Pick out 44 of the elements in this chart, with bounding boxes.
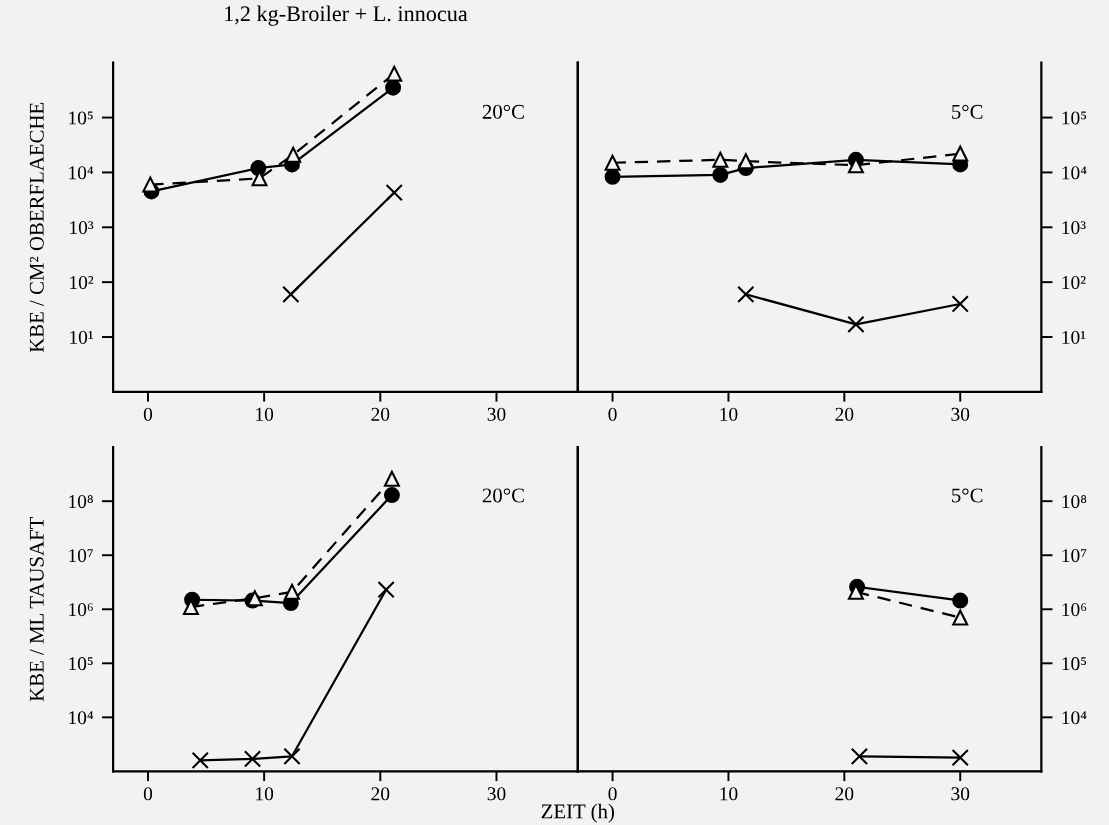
annotation: 20°C — [482, 104, 524, 119]
x-tick-label: 10 — [256, 787, 274, 801]
x-tick-label: 10 — [256, 407, 274, 421]
annotation: 5°C — [952, 104, 983, 119]
y2-tick-label: 10² — [1062, 275, 1086, 290]
y-tick-label: 10⁵ — [69, 657, 93, 671]
x-tick-label: 10 — [720, 407, 738, 421]
y-axis-title: KBE / ML TAUSAFT — [29, 516, 44, 702]
y-tick-label: 10⁷ — [69, 549, 93, 563]
y2-tick-label: 10³ — [1062, 221, 1086, 235]
y-axis-title: KBE / CM² OBERFLAECHE — [29, 102, 44, 353]
x-tick-label: 30 — [951, 407, 970, 421]
y-tick-label: 10⁴ — [69, 166, 94, 180]
y2-tick-label: 10⁷ — [1062, 549, 1087, 563]
y-tick-label: 10¹ — [70, 330, 93, 344]
y2-tick-label: 10⁶ — [1062, 603, 1087, 617]
y-tick-label: 10⁸ — [69, 495, 93, 509]
y2-tick-label: 10⁵ — [1062, 111, 1087, 125]
y2-tick-label: 10⁸ — [1062, 495, 1087, 509]
x-tick-label: 20 — [371, 787, 390, 801]
x-tick-label: 0 — [608, 407, 617, 421]
y-tick-label: 10⁶ — [69, 603, 93, 617]
x-tick-label: 0 — [608, 787, 617, 801]
x-tick-label: 20 — [371, 407, 390, 421]
annotation: 20°C — [482, 488, 524, 503]
y-tick-label: 10² — [70, 275, 94, 290]
x-tick-label: 0 — [143, 787, 153, 801]
x-tick-label: 30 — [951, 787, 970, 801]
y-tick-label: 10³ — [70, 221, 94, 235]
x-tick-label: 30 — [487, 787, 506, 801]
x-tick-label: 30 — [487, 407, 506, 421]
x-tick-label: 0 — [143, 407, 153, 421]
y2-tick-label: 10⁴ — [1062, 166, 1087, 180]
x-axis-title: ZEIT (h) — [541, 803, 614, 823]
y2-tick-label: 10⁵ — [1062, 657, 1087, 671]
x-tick-label: 20 — [835, 787, 854, 801]
y2-tick-label: 10¹ — [1062, 330, 1086, 344]
x-tick-label: 10 — [720, 787, 738, 801]
annotation: 5°C — [952, 488, 983, 503]
y2-tick-label: 10⁴ — [1062, 711, 1087, 725]
y-tick-label: 10⁵ — [69, 111, 93, 125]
chart-title: 1,2 kg-Broiler + L. innocua — [225, 5, 468, 26]
y-tick-label: 10⁴ — [69, 711, 94, 725]
x-tick-label: 20 — [835, 407, 854, 421]
